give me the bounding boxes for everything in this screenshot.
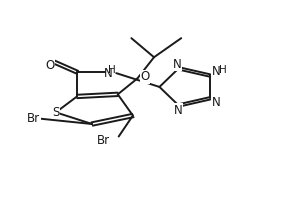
Text: N: N (174, 104, 182, 117)
Text: N: N (104, 67, 112, 80)
Text: S: S (52, 106, 59, 119)
Text: O: O (45, 59, 54, 72)
Text: N: N (212, 65, 221, 78)
Text: H: H (219, 65, 226, 75)
Text: N: N (212, 96, 221, 109)
Text: Br: Br (97, 134, 110, 147)
Text: O: O (140, 70, 149, 83)
Text: Br: Br (27, 112, 40, 125)
Text: H: H (108, 65, 116, 75)
Text: N: N (173, 58, 182, 71)
